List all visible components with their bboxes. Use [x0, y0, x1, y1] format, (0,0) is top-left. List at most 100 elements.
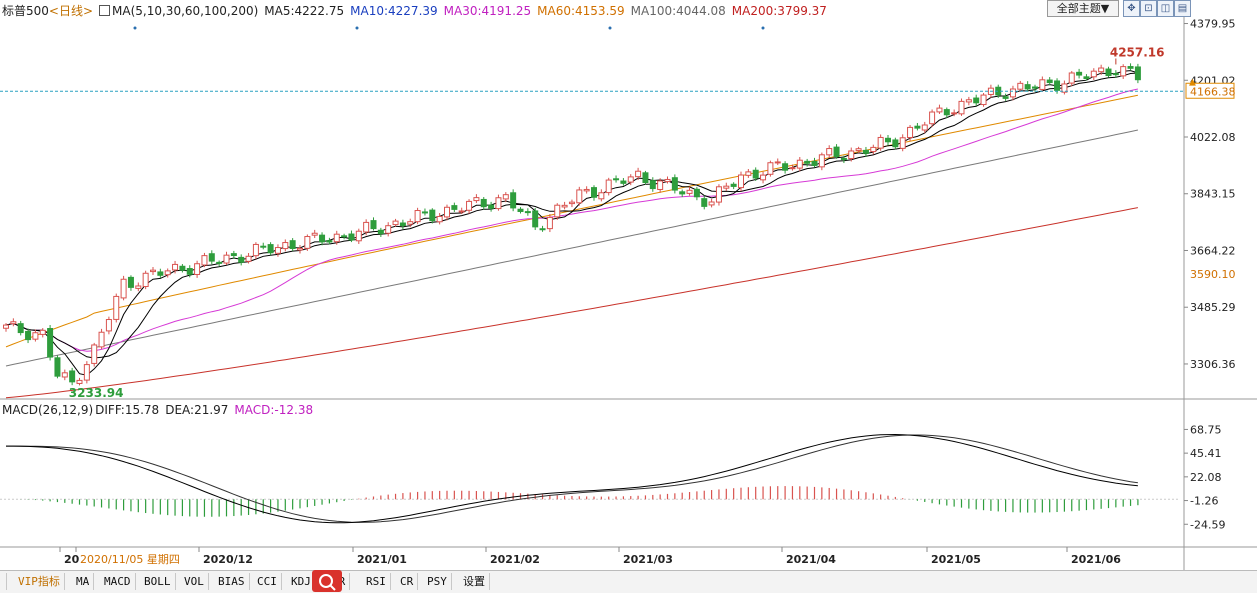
ma200-line — [5, 207, 1138, 399]
ma200-value: MA200:3799.37 — [731, 4, 827, 18]
candle-down — [649, 180, 656, 190]
candle-up — [304, 236, 311, 249]
macd-diff: DIFF:15.78 — [95, 403, 160, 417]
candle-up — [333, 233, 340, 243]
candle-up — [473, 197, 480, 202]
candle-up — [1068, 72, 1075, 84]
candle-up — [172, 263, 179, 271]
ma-icon — [99, 5, 111, 16]
tab-cr[interactable]: CR — [396, 573, 419, 590]
candle-down — [642, 172, 649, 184]
candle-up — [745, 171, 752, 176]
tab-vol[interactable]: VOL — [180, 573, 209, 590]
tab-settings[interactable]: 设置 — [459, 573, 490, 590]
candle-up — [848, 150, 855, 160]
current-price-box — [1185, 82, 1235, 99]
candle-up — [605, 179, 612, 194]
candlesticks: 4257.16 3233.94 — [3, 45, 1165, 400]
candle-up — [1009, 88, 1016, 98]
fit-icon[interactable]: ⊡ — [1140, 0, 1157, 17]
candle-up — [91, 344, 98, 364]
period-label[interactable]: <日线> — [48, 4, 94, 18]
date-label: 20 — [64, 553, 80, 566]
candle-down — [914, 125, 921, 129]
candle-up — [1017, 82, 1024, 90]
candle-up — [980, 94, 987, 106]
event-marker — [355, 26, 359, 30]
candle-up — [3, 324, 9, 329]
candle-down — [127, 276, 134, 288]
candle-up — [414, 210, 421, 223]
low-price-label: 3233.94 — [69, 386, 124, 400]
date-label: 2021/06 — [1071, 553, 1121, 566]
ma5-value: MA5:4222.75 — [264, 4, 345, 18]
candle-up — [1039, 79, 1046, 90]
ma10-line — [5, 72, 1138, 359]
candle-down — [480, 198, 487, 208]
expand-icon[interactable]: ✥ — [1123, 0, 1140, 17]
tab-psy[interactable]: PSY — [423, 573, 452, 590]
candle-down — [517, 208, 524, 212]
search-button[interactable] — [312, 570, 342, 592]
indicator-tab-bar: VIP指标 MA MACD BOLL VOL BIAS CCI KDJ WR R… — [0, 570, 1257, 593]
candle-down — [25, 330, 32, 341]
candle-down — [267, 244, 274, 254]
candle-down — [421, 211, 428, 214]
layout-icon[interactable]: ▤ — [1174, 0, 1191, 17]
tab-boll[interactable]: BOLL — [140, 573, 176, 590]
event-marker — [133, 26, 137, 30]
split-icon[interactable]: ◫ — [1157, 0, 1174, 17]
candle-down — [782, 163, 789, 171]
symbol-name: 标普500 — [2, 4, 49, 18]
candle-down — [1002, 96, 1009, 99]
candle-up — [311, 232, 318, 236]
candle-up — [502, 194, 509, 200]
macd-tick-label: 45.41 — [1190, 447, 1222, 460]
candle-up — [738, 174, 744, 189]
candle-down — [1076, 71, 1083, 76]
candle-down — [341, 235, 348, 238]
tab-ma[interactable]: MA — [72, 573, 95, 590]
candle-down — [488, 204, 495, 209]
tab-rsi[interactable]: RSI — [362, 573, 391, 590]
tab-vip[interactable]: VIP指标 — [14, 573, 65, 590]
candle-up — [282, 242, 289, 250]
candle-up — [936, 107, 943, 113]
candle-up — [150, 269, 156, 273]
moving-average-lines — [5, 70, 1139, 399]
date-label: 2021/04 — [786, 553, 836, 566]
price-tick-label: 3843.15 — [1190, 188, 1236, 201]
search-icon — [319, 574, 336, 591]
tab-bias[interactable]: BIAS — [214, 573, 250, 590]
date-label: 2021/05 — [931, 553, 981, 566]
candle-up — [98, 331, 105, 348]
candle-up — [965, 99, 972, 103]
candle-down — [157, 271, 164, 276]
candle-up — [495, 197, 502, 210]
tab-cci[interactable]: CCI — [253, 573, 282, 590]
tab-macd[interactable]: MACD — [100, 573, 136, 590]
candle-down — [510, 192, 517, 209]
candle-up — [297, 247, 303, 251]
candle-up — [436, 215, 443, 223]
candle-down — [69, 370, 76, 383]
candle-up — [142, 272, 149, 288]
theme-dropdown[interactable]: 全部主题▼ — [1047, 0, 1119, 17]
candle-down — [289, 240, 296, 249]
price-tick-label: 4379.95 — [1190, 18, 1236, 31]
macd-tick-label: 68.75 — [1190, 423, 1222, 436]
ma5-line — [5, 70, 1139, 376]
candle-up — [826, 148, 833, 156]
candle-up — [951, 112, 958, 115]
dea-line — [6, 434, 1138, 523]
candle-down — [885, 137, 891, 143]
candle-up — [899, 137, 906, 149]
ma100-line — [5, 129, 1139, 367]
candle-up — [385, 225, 392, 234]
macd-value: MACD:-12.38 — [234, 403, 314, 417]
candle-down — [973, 97, 980, 104]
candle-up — [76, 379, 83, 384]
candle-down — [679, 191, 686, 195]
candle-up — [113, 295, 120, 320]
